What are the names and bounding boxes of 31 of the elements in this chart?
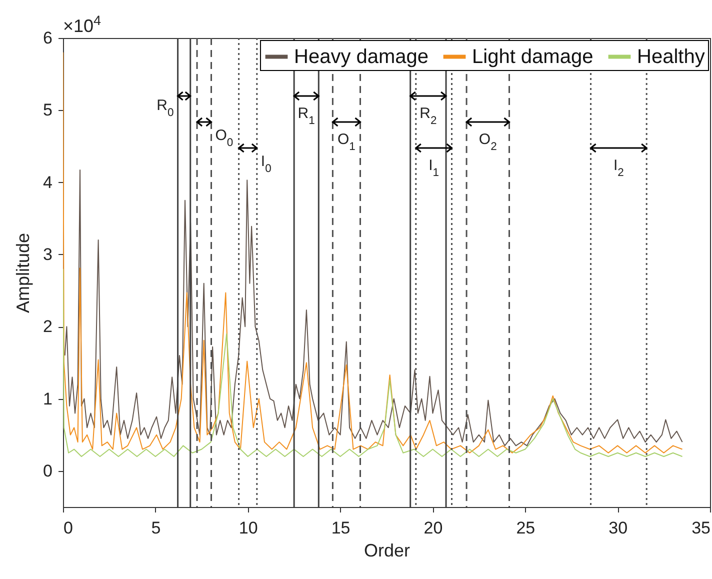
- text: ×10$^{4}$: [63, 12, 102, 36]
- y-tick-label: 2: [43, 317, 52, 336]
- legend-label: Healthy: [637, 46, 705, 68]
- y-tick-label: 4: [43, 172, 52, 192]
- y-tick-label: 6: [43, 28, 52, 48]
- y-axis-title: Amplitude: [13, 232, 34, 314]
- x-tick-label: 15: [331, 518, 350, 538]
- annotation: I$_{0}$: [260, 153, 272, 175]
- x-tick-label: 0: [64, 518, 73, 538]
- x-tick-label: 10: [238, 518, 258, 538]
- y-tick-label: 5: [43, 100, 52, 120]
- x-tick-label: 30: [608, 518, 628, 538]
- annotation: O$_{2}$: [478, 131, 497, 153]
- legend-label: Heavy damage: [294, 46, 429, 68]
- annotation: I$_{1}$: [428, 157, 440, 179]
- annotation: R$_{2}$: [420, 105, 437, 127]
- annotation: O$_{1}$: [338, 131, 356, 153]
- x-tick-label: 5: [151, 518, 161, 538]
- annotation: O$_{0}$: [215, 127, 234, 149]
- annotation: R$_{1}$: [298, 105, 315, 127]
- y-tick-label: 3: [43, 244, 52, 264]
- annotation: I$_{2}$: [613, 157, 624, 179]
- x-tick-label: 25: [516, 518, 536, 538]
- x-axis-title: Order: [364, 540, 410, 560]
- legend-label: Light damage: [472, 46, 594, 68]
- x-tick-label: 20: [424, 518, 443, 538]
- y-tick-label: 0: [43, 461, 52, 480]
- annotation: R$_{0}$: [156, 97, 174, 119]
- x-tick-label: 35: [692, 518, 710, 538]
- line-series: [63, 268, 683, 457]
- y-tick-label: 1: [43, 389, 52, 408]
